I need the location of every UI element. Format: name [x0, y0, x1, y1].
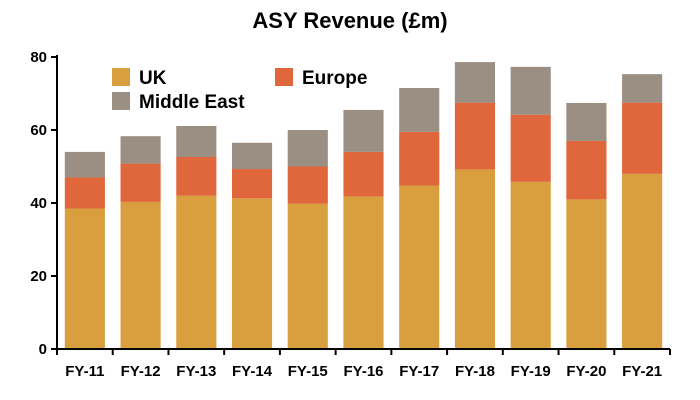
legend: UK Europe Middle East — [112, 68, 367, 113]
bar-uk-fy-20 — [566, 199, 607, 349]
bar-middle-east-fy-19 — [510, 66, 551, 115]
bar-europe-fy-17 — [399, 131, 440, 186]
x-tick-label-fy-19: FY-19 — [511, 363, 551, 380]
legend-swatch-uk — [112, 68, 130, 86]
bar-middle-east-fy-20 — [566, 102, 607, 141]
bar-uk-fy-15 — [287, 203, 328, 349]
legend-label-uk: UK — [139, 68, 167, 89]
bar-uk-fy-19 — [510, 181, 551, 349]
legend-label-europe: Europe — [302, 68, 367, 89]
bar-middle-east-fy-15 — [287, 130, 328, 167]
bar-middle-east-fy-21 — [622, 74, 663, 103]
x-tick-label-fy-11: FY-11 — [65, 363, 104, 380]
x-tick-label-fy-21: FY-21 — [622, 363, 662, 380]
bar-europe-fy-21 — [622, 102, 663, 174]
x-tick-label-fy-13: FY-13 — [176, 363, 216, 380]
bar-middle-east-fy-13 — [176, 125, 217, 158]
bar-europe-fy-13 — [176, 157, 217, 196]
bar-europe-fy-18 — [454, 102, 496, 170]
y-tick-label-80: 80 — [30, 49, 47, 66]
legend-swatch-europe — [275, 68, 293, 86]
bar-uk-fy-16 — [343, 196, 384, 349]
bar-middle-east-fy-14 — [231, 142, 273, 170]
bar-europe-fy-20 — [566, 140, 607, 200]
bar-europe-fy-12 — [120, 163, 161, 202]
x-tick-label-fy-18: FY-18 — [455, 363, 495, 380]
y-tick-label-40: 40 — [30, 195, 47, 212]
bar-uk-fy-12 — [120, 201, 161, 349]
x-tick-label-fy-17: FY-17 — [399, 363, 439, 380]
bar-uk-fy-13 — [176, 195, 217, 349]
x-tick-label-fy-16: FY-16 — [343, 363, 383, 380]
bar-europe-fy-16 — [343, 151, 384, 197]
bar-europe-fy-15 — [287, 166, 328, 204]
x-tick-label-fy-12: FY-12 — [121, 363, 161, 380]
y-tick-label-60: 60 — [30, 122, 47, 139]
legend-swatch-middle-east — [112, 92, 130, 110]
chart-title: ASY Revenue (£m) — [252, 8, 448, 33]
y-tick-label-0: 0 — [39, 341, 47, 358]
bar-middle-east-fy-17 — [399, 88, 440, 132]
bar-middle-east-fy-12 — [120, 136, 161, 164]
y-tick-label-20: 20 — [30, 268, 47, 285]
bar-europe-fy-11 — [64, 177, 105, 209]
bar-middle-east-fy-16 — [343, 109, 384, 152]
bar-uk-fy-17 — [399, 185, 440, 349]
legend-label-middle-east: Middle East — [139, 92, 245, 113]
bar-europe-fy-19 — [510, 114, 551, 182]
bar-uk-fy-14 — [231, 198, 273, 349]
x-tick-label-fy-15: FY-15 — [288, 363, 328, 380]
bar-middle-east-fy-11 — [64, 151, 105, 178]
bars-group — [64, 62, 663, 349]
bar-uk-fy-21 — [622, 173, 663, 349]
x-tick-label-fy-14: FY-14 — [232, 363, 273, 380]
bar-europe-fy-14 — [231, 169, 273, 199]
bar-middle-east-fy-18 — [454, 62, 496, 103]
bar-uk-fy-18 — [454, 169, 496, 349]
x-tick-label-fy-20: FY-20 — [566, 363, 606, 380]
bar-uk-fy-11 — [64, 208, 105, 349]
